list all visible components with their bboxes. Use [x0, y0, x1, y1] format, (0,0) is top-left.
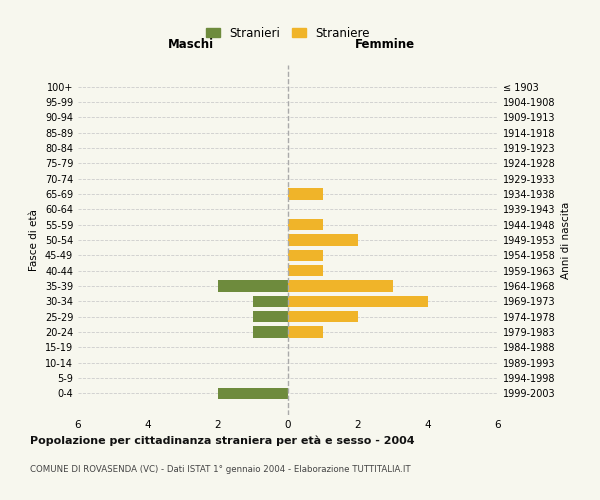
Text: Maschi: Maschi: [169, 38, 214, 51]
Bar: [288, 265, 323, 276]
Bar: [288, 188, 323, 200]
Bar: [253, 311, 288, 322]
Bar: [218, 388, 288, 399]
Text: Popolazione per cittadinanza straniera per età e sesso - 2004: Popolazione per cittadinanza straniera p…: [30, 435, 415, 446]
Text: COMUNE DI ROVASENDA (VC) - Dati ISTAT 1° gennaio 2004 - Elaborazione TUTTITALIA.: COMUNE DI ROVASENDA (VC) - Dati ISTAT 1°…: [30, 465, 410, 474]
Bar: [288, 280, 393, 292]
Y-axis label: Anni di nascita: Anni di nascita: [561, 202, 571, 278]
Y-axis label: Fasce di età: Fasce di età: [29, 209, 39, 271]
Bar: [288, 234, 358, 246]
Bar: [253, 296, 288, 307]
Text: Femmine: Femmine: [355, 38, 415, 51]
Legend: Stranieri, Straniere: Stranieri, Straniere: [201, 22, 375, 44]
Bar: [288, 296, 428, 307]
Bar: [253, 326, 288, 338]
Bar: [288, 326, 323, 338]
Bar: [218, 280, 288, 292]
Bar: [288, 311, 358, 322]
Bar: [288, 219, 323, 230]
Bar: [288, 250, 323, 261]
